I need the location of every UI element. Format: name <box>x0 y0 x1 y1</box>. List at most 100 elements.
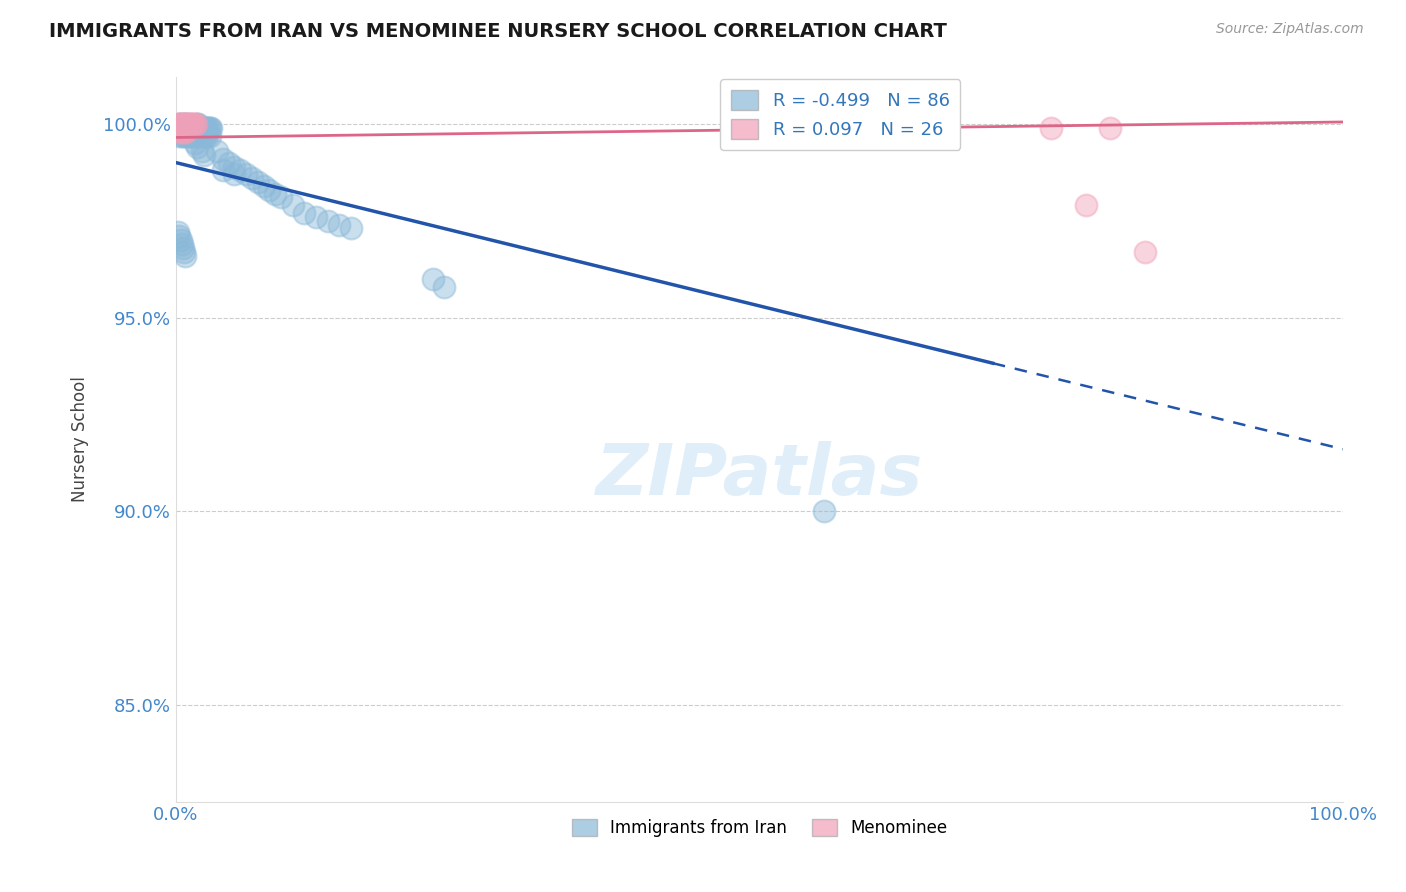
Point <box>193 120 215 135</box>
Point <box>422 272 444 286</box>
Point <box>252 178 274 193</box>
Point <box>813 504 835 518</box>
Point <box>259 183 281 197</box>
Point <box>172 241 194 255</box>
Point <box>198 120 221 135</box>
Point <box>316 213 339 227</box>
Point <box>170 125 193 139</box>
Point <box>180 117 202 131</box>
Point <box>190 144 212 158</box>
Legend: Immigrants from Iran, Menominee: Immigrants from Iran, Menominee <box>565 813 953 844</box>
Point <box>170 117 193 131</box>
Point <box>218 155 240 169</box>
Point <box>167 120 190 135</box>
Point <box>197 120 219 135</box>
Point <box>173 128 195 143</box>
Point <box>176 117 198 131</box>
Point <box>184 117 207 131</box>
Point <box>292 206 315 220</box>
Point <box>179 117 201 131</box>
Point <box>173 117 195 131</box>
Point <box>167 225 190 239</box>
Point <box>173 125 195 139</box>
Point <box>176 120 198 135</box>
Point <box>1098 120 1121 135</box>
Y-axis label: Nursery School: Nursery School <box>72 376 89 502</box>
Point <box>194 120 217 135</box>
Point <box>186 120 208 135</box>
Point <box>193 148 215 162</box>
Point <box>184 120 207 135</box>
Point <box>183 117 205 131</box>
Point <box>169 128 191 143</box>
Point <box>889 120 911 135</box>
Point <box>169 125 191 139</box>
Point <box>195 120 218 135</box>
Point <box>176 128 198 143</box>
Point <box>433 279 456 293</box>
Point <box>177 128 200 143</box>
Point <box>173 244 195 259</box>
Point <box>170 128 193 143</box>
Point <box>328 218 350 232</box>
Point <box>167 117 190 131</box>
Text: ZIPatlas: ZIPatlas <box>596 442 924 510</box>
Point <box>169 120 191 135</box>
Point <box>1133 244 1156 259</box>
Point <box>246 175 269 189</box>
Point <box>240 171 263 186</box>
Point <box>174 249 197 263</box>
Point <box>198 128 221 143</box>
Point <box>174 117 197 131</box>
Point <box>186 117 208 131</box>
Point <box>191 120 214 135</box>
Point <box>170 236 193 251</box>
Point <box>169 117 191 131</box>
Point <box>169 233 191 247</box>
Point <box>211 152 233 166</box>
Point <box>187 120 209 135</box>
Point <box>180 128 202 143</box>
Point <box>187 117 209 131</box>
Text: IMMIGRANTS FROM IRAN VS MENOMINEE NURSERY SCHOOL CORRELATION CHART: IMMIGRANTS FROM IRAN VS MENOMINEE NURSER… <box>49 22 948 41</box>
Point <box>205 144 228 158</box>
Point <box>224 160 246 174</box>
Point <box>188 120 211 135</box>
Point <box>183 117 205 131</box>
Point <box>270 190 292 204</box>
Point <box>183 128 205 143</box>
Point <box>172 117 194 131</box>
Point <box>190 128 212 143</box>
Point <box>183 136 205 151</box>
Text: Source: ZipAtlas.com: Source: ZipAtlas.com <box>1216 22 1364 37</box>
Point <box>186 140 208 154</box>
Point <box>174 120 197 135</box>
Point <box>1040 120 1063 135</box>
Point <box>176 120 198 135</box>
Point <box>340 221 363 235</box>
Point <box>865 120 887 135</box>
Point <box>169 117 191 131</box>
Point <box>211 163 233 178</box>
Point <box>235 167 257 181</box>
Point <box>183 120 205 135</box>
Point <box>179 120 201 135</box>
Point <box>197 128 219 143</box>
Point <box>190 120 212 135</box>
Point <box>180 120 202 135</box>
Point <box>169 117 191 131</box>
Point <box>183 120 205 135</box>
Point <box>176 117 198 131</box>
Point <box>177 120 200 135</box>
Point <box>200 120 222 135</box>
Point <box>1076 198 1098 212</box>
Point <box>184 128 207 143</box>
Point <box>229 163 252 178</box>
Point <box>169 117 191 131</box>
Point <box>181 117 204 131</box>
Point <box>194 128 217 143</box>
Point <box>181 120 204 135</box>
Point <box>281 198 304 212</box>
Point <box>187 128 209 143</box>
Point <box>172 120 194 135</box>
